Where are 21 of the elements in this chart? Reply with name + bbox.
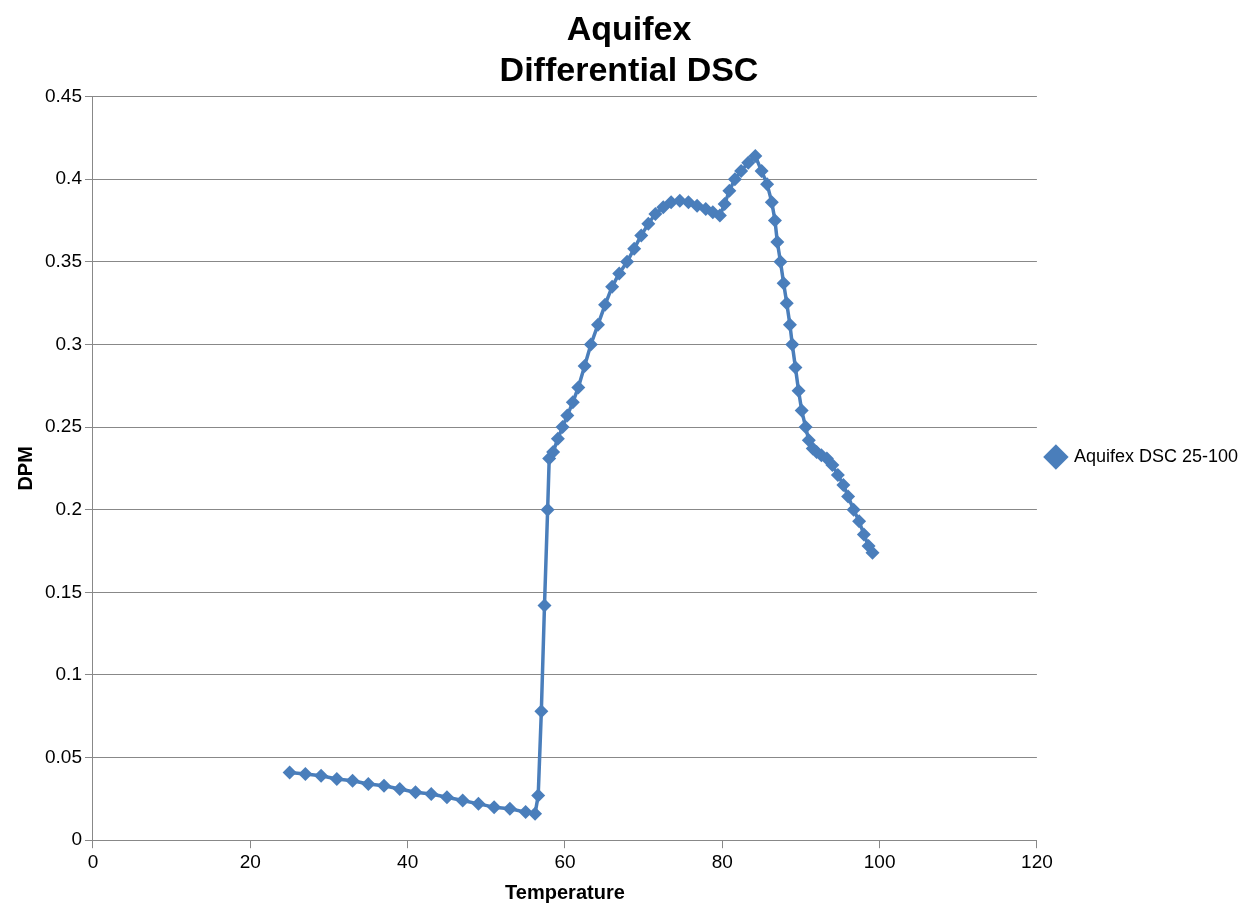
y-tick-label: 0.35 bbox=[45, 250, 82, 272]
y-tick-label: 0.45 bbox=[45, 84, 82, 106]
y-tick-label: 0 bbox=[71, 828, 82, 850]
y-tick-label: 0.15 bbox=[45, 580, 82, 602]
chart-title: Aquifex Differential DSC bbox=[499, 8, 759, 88]
x-tick-label: 120 bbox=[1021, 850, 1053, 872]
x-tick-label: 40 bbox=[397, 850, 419, 872]
y-tick-label: 0.25 bbox=[45, 415, 82, 437]
x-tick-label: 0 bbox=[87, 850, 99, 872]
y-tick-label: 0.2 bbox=[55, 497, 82, 519]
x-tick-label: 100 bbox=[863, 850, 896, 872]
y-tick-label: 0.05 bbox=[45, 745, 82, 767]
x-tick-label: 80 bbox=[711, 850, 733, 872]
y-axis-title: DPM bbox=[13, 446, 36, 491]
y-tick-label: 0.1 bbox=[55, 663, 82, 685]
x-tick-label: 20 bbox=[239, 850, 261, 872]
legend-label: Aquifex DSC 25-100 bbox=[1073, 445, 1238, 466]
x-tick-label: 60 bbox=[554, 850, 576, 872]
y-tick-label: 0.3 bbox=[55, 332, 82, 354]
x-axis-title: Temperature bbox=[505, 880, 625, 903]
y-tick-label: 0.4 bbox=[55, 167, 83, 189]
